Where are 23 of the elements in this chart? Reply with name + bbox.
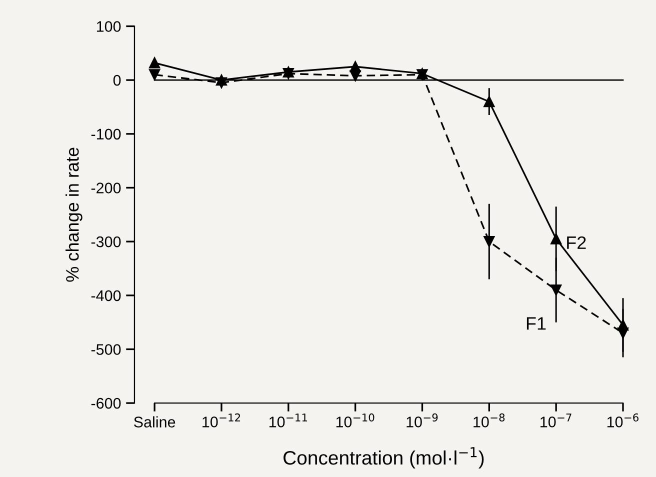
series-label: F1	[526, 317, 546, 330]
y-tick-label: -600	[91, 398, 121, 409]
x-tick-label: 10$^{−8}$	[474, 413, 505, 428]
y-tick-label: -400	[91, 290, 121, 302]
x-tick-label: 10$^{−10}$	[336, 413, 374, 428]
point	[149, 69, 160, 80]
x-tick-label: 10$^{−9}$	[406, 413, 438, 428]
y-tick-label: -100	[91, 128, 121, 140]
point	[149, 57, 160, 68]
y-tick-label: 100	[96, 21, 121, 32]
x-axis-title: Concentration (mol·l$^{−1}$)	[284, 447, 484, 469]
y-tick-label: 0	[113, 74, 121, 86]
x-tick-label: Saline	[134, 416, 176, 428]
x-tick-label: 10$^{−6}$	[607, 413, 639, 428]
x-tick-label: 10$^{−11}$	[269, 414, 308, 428]
y-axis-title: % change in rate	[66, 148, 82, 282]
y-tick-label: -500	[91, 344, 121, 355]
x-tick-label: 10$^{−7}$	[540, 414, 572, 428]
point	[350, 70, 361, 82]
y-tick-label: -200	[91, 182, 121, 194]
series-label: F2	[567, 236, 586, 249]
y-tick-label: -300	[91, 236, 121, 248]
x-tick-label: 10$^{−12}$	[202, 413, 240, 428]
